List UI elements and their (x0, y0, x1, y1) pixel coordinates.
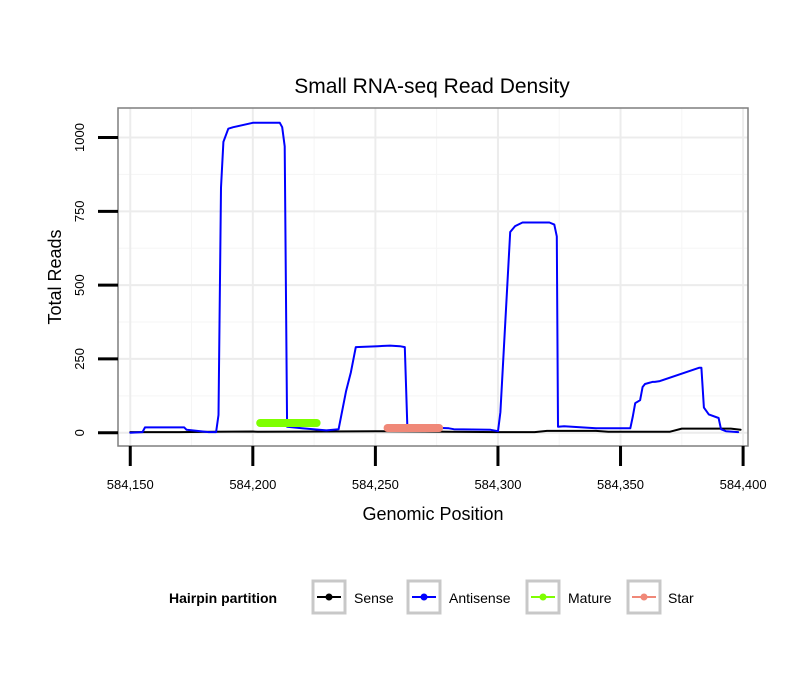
y-tick-label: 750 (72, 200, 87, 222)
chart-title: Small RNA-seq Read Density (294, 75, 570, 98)
y-axis: 0 250 500 750 1000 (72, 123, 118, 436)
legend-item-antisense: Antisense (406, 579, 511, 615)
x-tick-label: 584,250 (352, 477, 399, 492)
grid (118, 108, 748, 446)
legend-label-star: Star (668, 590, 694, 606)
series-layer (129, 121, 742, 434)
x-tick-label: 584,150 (107, 477, 154, 492)
x-tick-label: 584,300 (474, 477, 521, 492)
legend-item-star: Star (626, 579, 694, 615)
plot-panel (118, 108, 748, 446)
legend-item-mature: Mature (525, 579, 612, 615)
x-axis: 584,150 584,200 584,250 584,300 584,350 584,4… (107, 446, 767, 492)
legend-item-sense: Sense (311, 579, 394, 615)
legend-label-antisense: Antisense (449, 590, 511, 606)
legend-label-sense: Sense (354, 590, 394, 606)
legend: Hairpin partition Sense Antisense Mature… (169, 579, 694, 615)
x-axis-title: Genomic Position (362, 504, 503, 524)
y-tick-label: 1000 (72, 123, 87, 152)
x-tick-label: 584,200 (229, 477, 276, 492)
x-tick-label: 584,350 (597, 477, 644, 492)
legend-label-mature: Mature (568, 590, 612, 606)
series-line-antisense (129, 121, 740, 434)
y-tick-label: 500 (72, 274, 87, 296)
y-tick-label: 0 (72, 429, 87, 436)
y-tick-label: 250 (72, 348, 87, 370)
y-axis-title: Total Reads (45, 229, 65, 324)
x-tick-label: 584,400 (720, 477, 767, 492)
legend-title: Hairpin partition (169, 590, 277, 606)
plot-frame (117, 107, 749, 447)
